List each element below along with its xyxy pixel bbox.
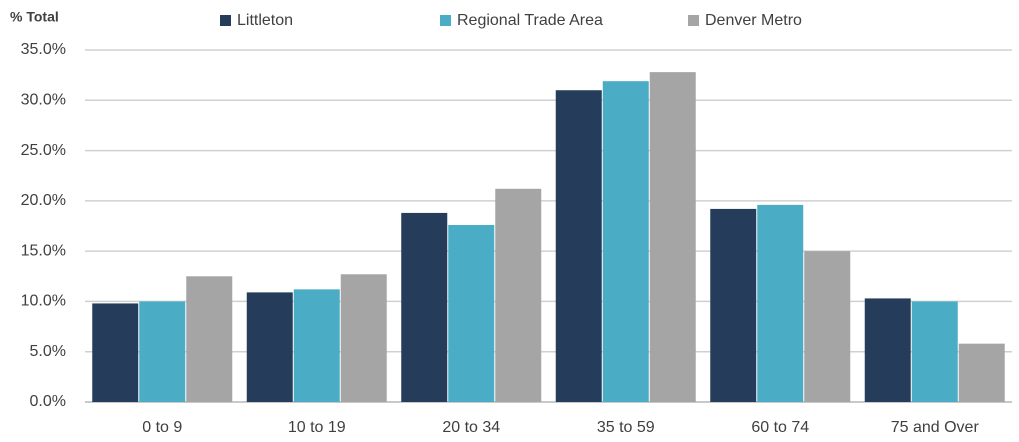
legend-swatch [220,15,231,26]
bar [710,208,757,402]
y-tick-label: 30.0% [21,92,66,109]
bar [246,292,293,402]
legend-label: Littleton [237,12,293,29]
y-axis-title: % Total [10,9,59,25]
bar [340,274,387,402]
legend-swatch [440,15,451,26]
bar [804,251,851,402]
x-tick-label: 20 to 34 [442,419,500,436]
x-tick-label: 75 and Over [891,419,980,436]
y-tick-label: 35.0% [21,41,66,58]
bar [555,90,602,402]
bar [448,224,495,402]
x-tick-label: 10 to 19 [288,419,346,436]
bar [186,276,233,402]
x-tick-label: 60 to 74 [751,419,809,436]
y-tick-label: 0.0% [30,393,66,410]
y-tick-label: 15.0% [21,242,66,259]
bar [757,204,804,402]
bar [139,301,186,402]
legend-label: Regional Trade Area [457,12,603,29]
bar [864,298,911,402]
y-tick-label: 25.0% [21,142,66,159]
y-tick-label: 20.0% [21,192,66,209]
y-tick-label: 10.0% [21,293,66,310]
legend-swatch [688,15,699,26]
bar [293,289,340,402]
bar [92,303,139,402]
bar [649,72,696,402]
bar [401,212,448,402]
x-tick-label: 35 to 59 [597,419,655,436]
bar [911,301,958,402]
y-tick-label: 5.0% [30,343,66,360]
x-tick-label: 0 to 9 [142,419,182,436]
bar [495,188,542,402]
bar [958,343,1005,402]
legend-label: Denver Metro [705,12,802,29]
bar [602,81,649,403]
